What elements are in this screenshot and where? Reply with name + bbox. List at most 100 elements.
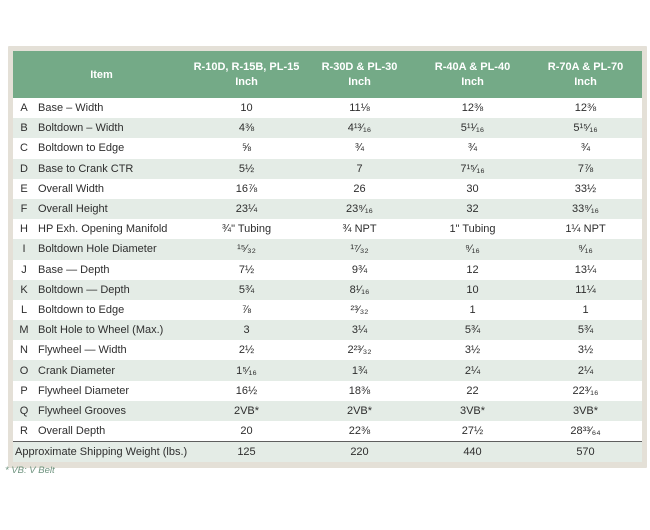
row-letter: R (20, 425, 28, 438)
shipping-weight-value: 570 (576, 446, 595, 459)
column-header-model-2: R-30D & PL-30 Inch (303, 60, 416, 90)
row-letter: P (20, 384, 28, 397)
row-value: 1" Tubing (449, 223, 496, 236)
model-name: R-10D, R-15B, PL-15 (193, 60, 300, 73)
unit-label: Inch (461, 75, 484, 88)
row-value: 3VB* (459, 404, 486, 417)
row-value: 7½ (238, 263, 255, 276)
row-item-label: Boltdown — Depth (38, 283, 130, 296)
row-letter: J (21, 263, 27, 276)
row-value: 1¼ NPT (565, 223, 606, 236)
row-value: ¹⁵⁄₃₂ (237, 243, 256, 256)
row-item-label: Bolt Hole to Wheel (Max.) (38, 324, 164, 337)
unit-label: Inch (235, 75, 258, 88)
row-value: 16½ (235, 384, 258, 397)
row-item-label: Boltdown to Edge (38, 142, 125, 155)
row-letter: I (22, 243, 26, 256)
row-item-label: Flywheel — Width (38, 344, 127, 357)
table-row: E Overall Width 16⅞ 26 30 33½ (13, 178, 642, 199)
table-row: K Boltdown — Depth 5¾ 8¹⁄₁₆ 10 11¼ (13, 279, 642, 300)
row-value: 5½ (238, 162, 255, 175)
row-value: 26 (353, 182, 366, 195)
row-value: 5¾ (238, 283, 255, 296)
row-value: 2¼ (577, 364, 594, 377)
shipping-weight-value: 125 (237, 446, 256, 459)
model-name: R-70A & PL-70 (547, 60, 624, 73)
row-value: ⅝ (241, 142, 252, 155)
row-value: 33⁹⁄₁₆ (572, 203, 599, 216)
row-letter: E (20, 182, 28, 195)
row-value: 1 (582, 303, 589, 316)
row-value: ¾ (580, 142, 591, 155)
row-value: 5¾ (577, 324, 594, 337)
row-value: 5¾ (464, 324, 481, 337)
row-letter: B (20, 122, 28, 135)
table-row: I Boltdown Hole Diameter ¹⁵⁄₃₂ ¹⁷⁄₃₂ ⁹⁄₁₆ ⁹⁄₁… (13, 239, 642, 260)
vb-footnote: * VB: V Belt (5, 465, 55, 476)
column-header-model-3: R-40A & PL-40 Inch (416, 60, 529, 90)
row-value: 3VB* (572, 404, 599, 417)
row-letter: F (20, 203, 28, 216)
model-name: R-30D & PL-30 (321, 60, 398, 73)
column-header-item: Item (90, 68, 113, 81)
row-value: 5¹⁵⁄₁₆ (573, 122, 598, 135)
row-value: ¾ NPT (342, 223, 377, 236)
row-item-label: Flywheel Grooves (38, 404, 127, 417)
row-value: ¾ (354, 142, 365, 155)
row-value: 22³⁄₁₆ (572, 384, 599, 397)
spec-table: Item R-10D, R-15B, PL-15 Inch R-30D & PL… (8, 46, 647, 469)
row-value: ⁹⁄₁₆ (578, 243, 593, 256)
row-item-label: Flywheel Diameter (38, 384, 130, 397)
row-value: ¹⁷⁄₃₂ (350, 243, 369, 256)
row-value: 3¼ (351, 324, 368, 337)
row-value: ¾ (467, 142, 478, 155)
row-value: ²³⁄₃₂ (350, 303, 369, 316)
row-letter: H (20, 223, 28, 236)
row-value: 27½ (461, 425, 484, 438)
table-row: H HP Exh. Opening Manifold ¾" Tubing ¾ NPT 1… (13, 219, 642, 240)
row-letter: N (20, 344, 28, 357)
row-value: 28³³⁄₆₄ (570, 425, 601, 438)
row-item-label: Boltdown – Width (38, 122, 124, 135)
row-value: ⁹⁄₁₆ (465, 243, 480, 256)
row-value: 1⁵⁄₁₆ (236, 364, 257, 377)
table-row: F Overall Height 23¼ 23⁹⁄₁₆ 32 33⁹⁄₁₆ (13, 198, 642, 220)
row-item-label: Crank Diameter (38, 364, 116, 377)
row-letter: K (20, 283, 28, 296)
row-value: 4¹³⁄₁₆ (347, 122, 372, 135)
row-value: ¾" Tubing (221, 223, 272, 236)
row-value: 22⅜ (348, 425, 371, 438)
row-item-label: Base — Depth (38, 263, 110, 276)
row-value: ⅞ (241, 303, 252, 316)
row-value: 13¼ (574, 263, 597, 276)
row-item-label: HP Exh. Opening Manifold (38, 223, 168, 236)
shipping-weight-value: 440 (463, 446, 482, 459)
row-value: 12 (466, 263, 479, 276)
row-value: 8¹⁄₁₆ (349, 283, 370, 296)
row-value: 7⅞ (577, 162, 594, 175)
column-header-model-1: R-10D, R-15B, PL-15 Inch (190, 60, 303, 90)
row-value: 2²³⁄₃₂ (347, 344, 372, 357)
table-row: M Bolt Hole to Wheel (Max.) 3 3¼ 5¾ 5¾ (13, 320, 642, 341)
row-value: 23¼ (235, 203, 258, 216)
row-value: 12⅜ (574, 102, 597, 115)
row-value: 1 (469, 303, 476, 316)
row-value: 3½ (464, 344, 481, 357)
model-name: R-40A & PL-40 (434, 60, 511, 73)
row-value: 4⅜ (238, 122, 255, 135)
shipping-weight-label: Approximate Shipping Weight (lbs.) (15, 446, 188, 459)
row-value: 2VB* (346, 404, 373, 417)
row-value: 33½ (574, 182, 597, 195)
row-item-label: Base to Crank CTR (38, 162, 134, 175)
row-letter: A (20, 102, 28, 115)
row-value: 11¼ (575, 283, 596, 296)
row-item-label: Boltdown to Edge (38, 303, 125, 316)
shipping-weight-value: 220 (350, 446, 369, 459)
row-value: 2½ (238, 344, 255, 357)
row-value: 7 (356, 162, 363, 175)
row-letter: M (19, 324, 29, 337)
row-value: 20 (240, 425, 253, 438)
row-value: 1¾ (351, 364, 368, 377)
row-item-label: Boltdown Hole Diameter (38, 243, 157, 256)
table-row: C Boltdown to Edge ⅝ ¾ ¾ ¾ (13, 138, 642, 159)
